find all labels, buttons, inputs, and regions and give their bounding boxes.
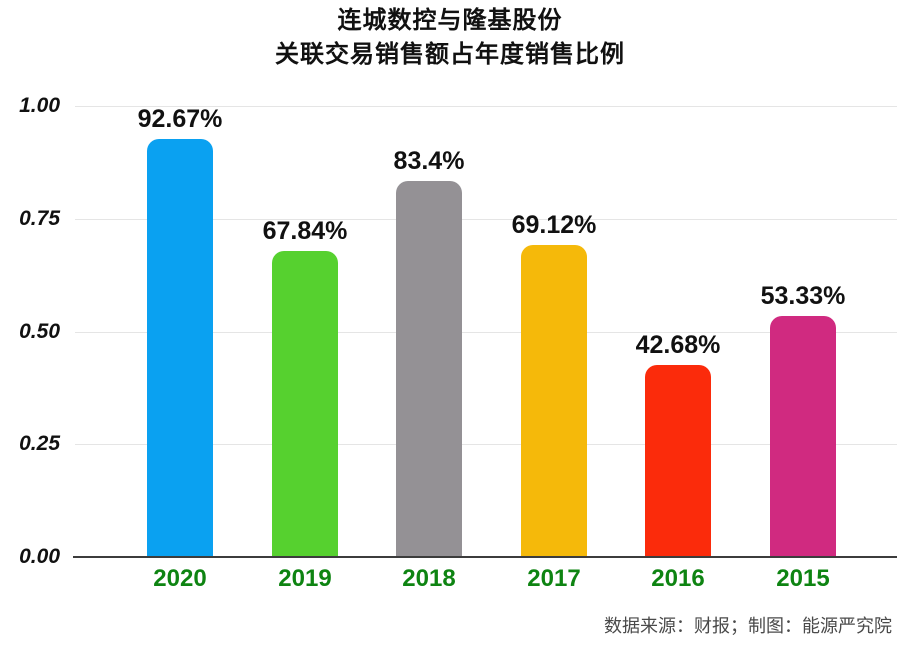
gridline [75, 219, 897, 220]
chart-header: 连城数控与隆基股份 关联交易销售额占年度销售比例 [0, 4, 900, 72]
chart-title: 连城数控与隆基股份 [337, 7, 563, 34]
chart-subtitle: 关联交易销售额占年度销售比例 [275, 41, 625, 68]
gridline [75, 444, 897, 445]
x-axis-line [73, 556, 897, 558]
bar-value-label: 67.84% [262, 217, 348, 245]
bar-value-label: 53.33% [760, 282, 846, 310]
bar-2020 [147, 139, 213, 557]
bar-value-label: 83.4% [393, 147, 465, 175]
y-tick-label: 0.75 [19, 207, 60, 230]
bar-2016 [645, 365, 711, 557]
x-tick-label-2020: 2020 [153, 565, 207, 592]
x-tick-label-2016: 2016 [651, 565, 705, 592]
y-tick-label: 0.00 [19, 545, 60, 568]
x-tick-label-2018: 2018 [402, 565, 456, 592]
bar-2018 [396, 181, 462, 557]
x-tick-label-2019: 2019 [278, 565, 332, 592]
bar-2019 [272, 251, 338, 557]
source-note: 数据来源：财报；制图：能源严究院 [604, 616, 892, 636]
y-tick-label: 0.25 [19, 432, 60, 455]
bar-value-label: 92.67% [137, 105, 223, 133]
x-tick-label-2015: 2015 [776, 565, 830, 592]
y-tick-label: 1.00 [19, 94, 60, 117]
bar-2017 [521, 245, 587, 557]
x-tick-label-2017: 2017 [527, 565, 581, 592]
bar-2015 [770, 316, 836, 557]
bar-value-label: 42.68% [635, 331, 721, 359]
gridline [75, 332, 897, 333]
y-tick-label: 0.50 [19, 320, 60, 343]
bar-value-label: 69.12% [511, 211, 597, 239]
gridline [75, 106, 897, 107]
